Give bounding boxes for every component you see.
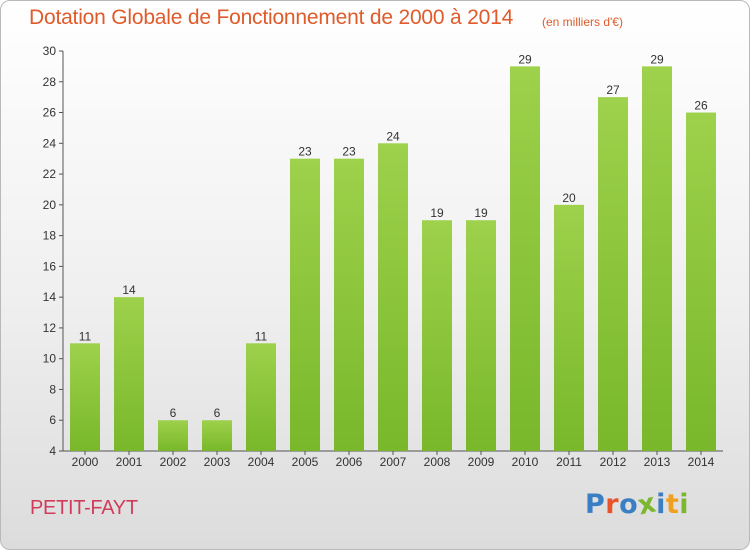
logo-letter: P [585,489,606,520]
x-tick-label: 2007 [380,455,407,469]
bar [642,66,672,451]
bar [114,297,144,451]
y-tick-label: 24 [43,136,57,150]
data-label: 29 [650,52,664,66]
bar [422,220,452,451]
data-label: 23 [298,145,312,159]
bar [378,143,408,452]
x-tick-label: 2012 [600,455,627,469]
bar [290,158,320,451]
y-tick-label: 18 [43,229,57,243]
logo-letter: o [619,489,639,520]
x-tick-label: 2008 [424,455,451,469]
y-tick-label: 10 [43,352,57,366]
bar [70,343,100,451]
logo-letter: i [679,489,690,520]
data-label: 27 [606,83,620,97]
x-tick-label: 2006 [336,455,363,469]
proxiti-logo[interactable]: Proxiti [585,487,690,521]
bar [202,420,232,451]
y-tick-label: 6 [49,413,56,427]
bar [598,97,628,452]
x-tick-label: 2011 [556,455,582,469]
data-label: 24 [386,129,400,143]
data-label: 19 [430,206,444,220]
y-tick-label: 8 [49,382,56,396]
chart-subtitle: (en milliers d'€) [542,15,623,29]
bar [466,220,496,451]
data-label: 26 [694,99,708,113]
bar [246,343,276,451]
x-tick-label: 2009 [468,455,495,469]
y-tick-label: 16 [43,259,57,273]
y-tick-label: 22 [43,167,57,181]
y-tick-label: 4 [49,444,56,458]
bar [334,158,364,451]
x-tick-label: 2004 [248,455,275,469]
data-label: 11 [255,329,268,343]
data-label: 6 [214,406,221,420]
logo-letter: r [605,489,620,520]
chart-title: Dotation Globale de Fonctionnement de 20… [29,6,514,29]
y-tick-label: 12 [43,321,57,335]
y-tick-label: 30 [43,44,57,58]
bar [554,204,584,451]
x-tick-label: 2014 [688,455,715,469]
bar [510,66,540,451]
data-label: 14 [122,283,136,297]
x-tick-label: 2010 [512,455,539,469]
y-tick-label: 20 [43,198,57,212]
data-label: 19 [474,206,488,220]
x-tick-label: 2003 [204,455,231,469]
y-tick-label: 28 [43,75,57,89]
x-tick-label: 2001 [116,455,143,469]
logo-letter: t [665,489,680,520]
x-tick-label: 2013 [644,455,671,469]
data-label: 6 [170,406,177,420]
x-tick-label: 2002 [160,455,187,469]
data-label: 23 [342,145,356,159]
commune-name: PETIT-FAYT [30,497,138,519]
x-tick-label: 2000 [72,455,99,469]
bar [686,112,716,452]
y-tick-label: 26 [43,106,57,120]
bar [158,420,188,451]
data-label: 11 [79,329,92,343]
data-label: 29 [518,52,532,66]
x-tick-label: 2005 [292,455,319,469]
y-tick-label: 14 [43,290,57,304]
logo-letter: i [656,489,666,520]
data-label: 20 [562,191,576,205]
